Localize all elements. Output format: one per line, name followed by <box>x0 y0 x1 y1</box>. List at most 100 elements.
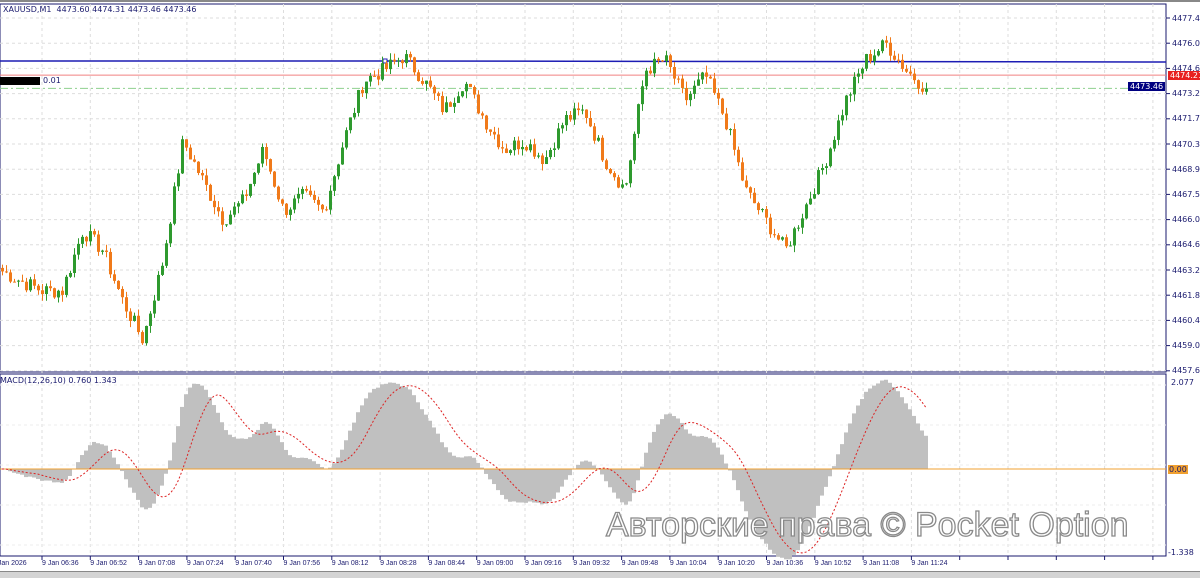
macd-histogram-bar <box>908 409 912 469</box>
macd-histogram-bar <box>296 457 300 469</box>
candle-body <box>677 78 680 80</box>
macd-histogram-bar <box>784 469 788 560</box>
macd-histogram-bar <box>920 430 924 469</box>
candle-body <box>73 254 76 274</box>
time-axis-label: 9 Jan 11:24 <box>911 560 948 567</box>
candle-body <box>69 273 72 277</box>
macd-histogram-bar <box>880 380 884 469</box>
candle-body <box>869 54 872 62</box>
candle-body <box>745 180 748 188</box>
macd-histogram-bar <box>800 469 804 544</box>
macd-histogram-bar <box>660 419 664 469</box>
macd-histogram-bar <box>144 469 148 510</box>
macd-histogram-bar <box>172 442 176 469</box>
macd-histogram-bar <box>924 435 928 469</box>
macd-histogram-bar <box>220 422 224 469</box>
candle-body <box>241 194 244 204</box>
candle-body <box>177 173 180 187</box>
macd-histogram-bar <box>52 469 56 483</box>
candle-body <box>25 281 28 291</box>
macd-histogram-bar <box>108 451 112 469</box>
macd-histogram-bar <box>684 429 688 469</box>
candle-body <box>145 325 148 344</box>
candle-body <box>765 209 768 218</box>
macd-histogram-bar <box>540 469 544 505</box>
candle-body <box>53 288 56 298</box>
candle-body <box>893 55 896 60</box>
candle-body <box>653 58 656 74</box>
time-axis-label: 9 Jan 07:08 <box>138 560 176 567</box>
time-axis-label: 9 Jan 08:28 <box>380 560 417 567</box>
macd-histogram-bar <box>212 405 216 469</box>
ohlc-values: 4473.60 4474.31 4473.46 4473.46 <box>56 5 197 14</box>
macd-histogram-bar <box>600 469 604 475</box>
time-axis-label: 9 Jan 10:52 <box>814 560 852 567</box>
candle-body <box>277 186 280 200</box>
candle-body <box>141 332 144 344</box>
time-axis-label: 9 Jan 10:04 <box>669 560 707 567</box>
macd-histogram-bar <box>48 469 52 481</box>
candle-body <box>453 102 456 107</box>
macd-histogram-bar <box>700 436 704 469</box>
candle-body <box>849 94 852 96</box>
price-axis-label: 4467.50 <box>1172 189 1200 199</box>
candle-body <box>21 280 24 282</box>
candle-body <box>193 159 196 162</box>
macd-histogram-bar <box>104 445 108 469</box>
macd-histogram-bar <box>580 461 584 469</box>
macd-histogram-bar <box>76 462 80 469</box>
macd-histogram-bar <box>712 442 716 469</box>
macd-histogram-bar <box>364 398 368 469</box>
candle-body <box>557 128 560 149</box>
candle-body <box>333 176 336 191</box>
candle-body <box>697 79 700 86</box>
candle-body <box>725 113 728 130</box>
macd-histogram-bar <box>304 457 308 469</box>
macd-histogram-bar <box>56 469 60 483</box>
macd-histogram-bar <box>196 383 200 469</box>
macd-histogram-bar <box>112 457 116 469</box>
time-axis-label: 9 Jan 11:08 <box>863 560 900 567</box>
macd-histogram-bar <box>652 431 656 469</box>
time-axis-label: 9 Jan 2026 <box>0 560 27 567</box>
macd-histogram-bar <box>648 442 652 469</box>
candle-body <box>821 167 824 171</box>
candle-body <box>709 76 712 79</box>
bottom-scrollbar[interactable] <box>0 571 1200 578</box>
macd-histogram-bar <box>252 433 256 469</box>
candle-body <box>601 137 604 161</box>
macd-histogram-bar <box>864 391 868 469</box>
order-label[interactable]: 0.01 <box>0 76 61 85</box>
macd-histogram-bar <box>496 469 500 491</box>
macd-histogram-bar <box>336 457 340 469</box>
candle-body <box>297 193 300 199</box>
candle-body <box>309 190 312 195</box>
macd-histogram-bar <box>592 465 596 469</box>
candle-body <box>501 147 504 149</box>
macd-histogram-bar <box>452 455 456 469</box>
macd-histogram-bar <box>264 422 268 469</box>
candle-body <box>9 272 12 282</box>
price-axis-label: 4457.60 <box>1172 366 1200 376</box>
candle-body <box>173 186 176 224</box>
time-axis-label: 9 Jan 07:24 <box>186 560 224 567</box>
candle-body <box>133 315 136 321</box>
macd-histogram-bar <box>552 469 556 499</box>
candle-body <box>85 236 88 242</box>
candle-body <box>673 67 676 79</box>
macd-histogram-bar <box>720 454 724 469</box>
candle-body <box>149 313 152 326</box>
macd-histogram-bar <box>248 437 252 469</box>
candle-body <box>5 271 8 273</box>
macd-histogram-bar <box>152 469 156 504</box>
candle-body <box>669 55 672 68</box>
candle-body <box>865 54 868 69</box>
macd-title: MACD(12,26,10) 0.760 1.343 <box>0 376 117 385</box>
candle-body <box>257 163 260 173</box>
candle-body <box>565 115 568 126</box>
macd-histogram-bar <box>92 441 96 469</box>
candle-body <box>613 173 616 178</box>
candle-body <box>905 68 908 72</box>
